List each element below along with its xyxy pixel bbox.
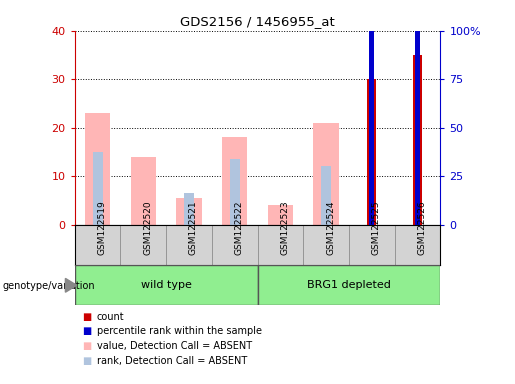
Title: GDS2156 / 1456955_at: GDS2156 / 1456955_at [180,15,335,28]
Bar [166,225,212,265]
Text: wild type: wild type [141,280,192,290]
Bar [212,225,258,265]
Bar [413,55,422,225]
Bar [75,225,121,265]
Bar [222,137,247,225]
Text: GSM122524: GSM122524 [326,200,335,255]
Text: ■: ■ [82,326,92,336]
Text: value, Detection Call = ABSENT: value, Detection Call = ABSENT [97,341,252,351]
Text: ■: ■ [82,356,92,366]
Text: genotype/variation: genotype/variation [3,281,95,291]
Bar [131,157,156,225]
Bar [258,265,440,305]
Bar [394,225,440,265]
Bar [121,225,166,265]
Text: BRG1 depleted: BRG1 depleted [307,280,391,290]
Bar [85,113,110,225]
Text: GSM122520: GSM122520 [143,200,152,255]
Bar [314,123,339,225]
Text: ■: ■ [82,312,92,322]
Bar [93,152,102,225]
Text: GSM122526: GSM122526 [418,200,426,255]
Bar [369,25,374,225]
Text: ■: ■ [82,341,92,351]
Bar [176,198,201,225]
Text: GSM122521: GSM122521 [189,200,198,255]
Text: GSM122519: GSM122519 [97,200,107,255]
Text: GSM122525: GSM122525 [372,200,381,255]
Bar [75,265,258,305]
Text: count: count [97,312,125,322]
Bar [349,225,394,265]
Text: rank, Detection Call = ABSENT: rank, Detection Call = ABSENT [97,356,247,366]
Bar [268,205,293,225]
Text: GSM122522: GSM122522 [235,200,244,255]
Bar [367,79,376,225]
Bar [415,0,420,225]
Bar [258,225,303,265]
Text: percentile rank within the sample: percentile rank within the sample [97,326,262,336]
Bar [321,167,331,225]
Bar [303,225,349,265]
Text: GSM122523: GSM122523 [280,200,289,255]
Polygon shape [65,278,77,292]
Bar [230,159,239,225]
Bar [184,193,194,225]
